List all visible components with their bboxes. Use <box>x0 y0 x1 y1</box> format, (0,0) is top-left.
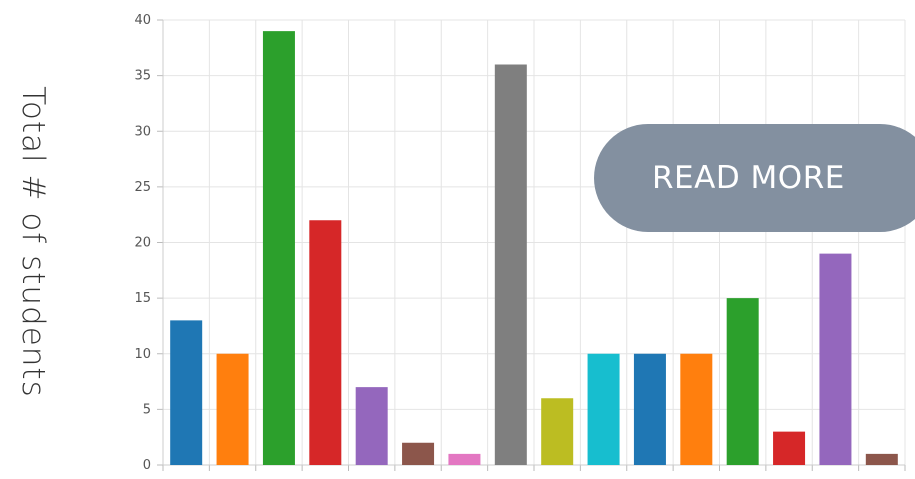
bar <box>170 320 203 465</box>
read-more-button[interactable]: READ MORE <box>594 124 915 232</box>
y-tick-label: 25 <box>134 180 151 195</box>
y-tick-label: 35 <box>134 69 151 84</box>
bar <box>726 298 759 465</box>
y-tick-label: 0 <box>143 458 151 473</box>
y-tick-label: 40 <box>134 13 151 28</box>
bar <box>216 353 249 465</box>
bar <box>402 442 435 465</box>
y-tick-label: 15 <box>134 291 151 306</box>
bar <box>587 353 620 465</box>
bar <box>819 253 852 465</box>
bar <box>633 353 666 465</box>
bar <box>865 453 898 465</box>
bar <box>494 64 527 465</box>
y-tick-label: 30 <box>134 124 151 139</box>
bar <box>773 431 806 465</box>
y-tick-label: 10 <box>134 347 151 362</box>
bar <box>448 453 481 465</box>
y-tick-label: 20 <box>134 236 151 251</box>
bar <box>541 398 574 465</box>
bar <box>262 31 295 465</box>
bar <box>355 387 388 465</box>
y-tick-label: 5 <box>143 402 151 417</box>
bar <box>309 220 342 465</box>
bar <box>680 353 713 465</box>
